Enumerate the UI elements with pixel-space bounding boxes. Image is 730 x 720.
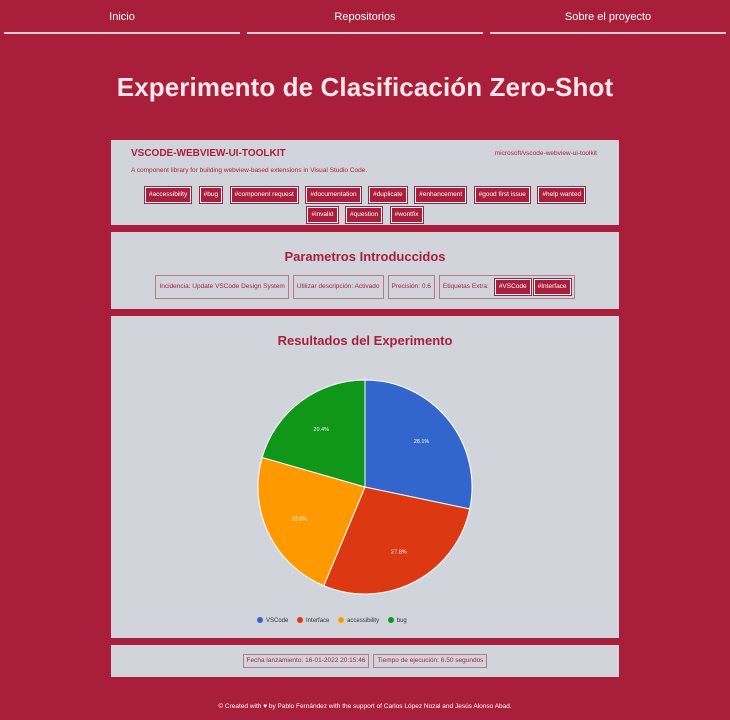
- tag-bug[interactable]: #bug: [198, 186, 224, 204]
- repo-tags: #accessibility #bug #component request #…: [131, 183, 599, 224]
- tag-enhancement[interactable]: #enhancement: [414, 186, 468, 204]
- legend-item-bug[interactable]: bug: [387, 617, 407, 624]
- tag-duplicate[interactable]: #duplicate: [368, 186, 408, 204]
- top-nav: Inicio Repositorios Sobre el proyecto: [0, 0, 730, 34]
- legend-item-vscode[interactable]: VSCode: [257, 617, 288, 624]
- legend-label-bug: bug: [396, 618, 407, 624]
- extra-tag-interface[interactable]: #Interface: [532, 278, 572, 296]
- repo-path-link[interactable]: microsoft/vscode-webview-ui-toolkit: [494, 150, 597, 157]
- tag-question[interactable]: #question: [344, 206, 384, 224]
- results-title: Resultados del Experimento: [277, 333, 453, 348]
- repo-card: VSCODE-WEBVIEW-UI-TOOLKIT microsoft/vsco…: [111, 140, 619, 225]
- param-etiquetas-extra-label: Etiquetas Extra:: [442, 283, 489, 290]
- params-list: Incidencia: Update VSCode Design System …: [111, 275, 619, 299]
- tag-help-wanted[interactable]: #help wanted: [537, 186, 587, 204]
- params-title: Parametros Introduccidos: [284, 249, 446, 264]
- footer-credits: © Created with ♥ by Pablo Fernández with…: [218, 703, 512, 710]
- tag-invalid[interactable]: #invalid: [306, 206, 339, 224]
- legend-label-vscode: VSCode: [266, 618, 289, 624]
- nav-item-repositorios[interactable]: Repositorios: [247, 0, 483, 34]
- meta-card: Fecha lanzamiento: 16-01-2022 20:15:46 T…: [111, 645, 619, 677]
- extra-tag-vscode[interactable]: #VSCode: [493, 278, 532, 296]
- nav-item-sobre-el-proyecto[interactable]: Sobre el proyecto: [490, 0, 726, 34]
- page-title: Experimento de Clasificación Zero-Shot: [116, 72, 614, 102]
- legend-label-accessibility: accessibility: [347, 618, 380, 624]
- meta-list: Fecha lanzamiento: 16-01-2022 20:15:46 T…: [111, 654, 619, 668]
- results-card: Resultados del Experimento: [111, 316, 619, 638]
- tag-documentation[interactable]: #documentation: [305, 186, 362, 204]
- param-precision: Precisión: 0.6: [387, 275, 435, 299]
- tag-component-request[interactable]: #component request: [229, 186, 299, 204]
- repo-description: A component library for building webview…: [131, 167, 368, 174]
- tag-wontfix[interactable]: #wontfix: [389, 206, 424, 224]
- legend-item-accessibility[interactable]: accessibility: [338, 617, 379, 624]
- meta-fecha: Fecha lanzamiento: 16-01-2022 20:15:46: [242, 654, 370, 668]
- param-etiquetas-extra: Etiquetas Extra: #VSCode #Interface: [438, 275, 575, 299]
- repo-name: VSCODE-WEBVIEW-UI-TOOLKIT: [131, 148, 286, 159]
- nav-item-inicio[interactable]: Inicio: [4, 0, 240, 34]
- legend-dot-bug: [387, 617, 394, 623]
- legend-label-interface: Interface: [306, 618, 330, 624]
- tag-good-first-issue[interactable]: #good first issue: [473, 186, 531, 204]
- params-card: Parametros Introduccidos Incidencia: Upd…: [111, 232, 619, 309]
- legend-dot-accessibility: [338, 617, 345, 623]
- meta-tiempo: Tiempo de ejecución: 6.50 segundos: [373, 654, 488, 668]
- param-descripcion: Utilizar descripción: Activado: [292, 275, 384, 299]
- tag-accessibility[interactable]: #accessibility: [143, 186, 193, 204]
- legend-item-interface[interactable]: Interface: [297, 617, 329, 624]
- legend-dot-vscode: [257, 617, 263, 623]
- param-incidencia: Incidencia: Update VSCode Design System: [155, 275, 289, 299]
- chart-legend: VSCode Interface accessibility bug: [257, 617, 414, 624]
- legend-dot-interface: [297, 617, 304, 623]
